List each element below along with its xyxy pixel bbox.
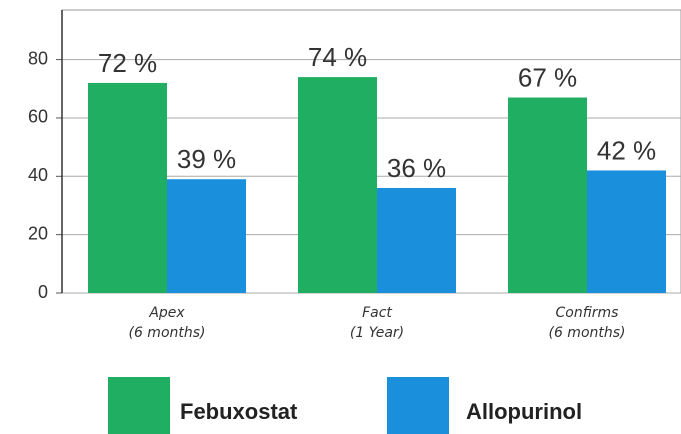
- value-label: 67 %: [518, 62, 577, 92]
- bar: [88, 82, 167, 293]
- legend-swatch: [108, 377, 170, 434]
- x-tick-line: (6 months): [128, 325, 205, 341]
- bar: [508, 97, 587, 293]
- value-label: 74 %: [308, 42, 367, 72]
- legend-swatch: [387, 377, 449, 434]
- bar: [587, 170, 666, 293]
- y-tick-label: 40: [28, 165, 48, 185]
- legend-label: Allopurinol: [466, 399, 582, 424]
- x-tick-line: Confirms: [556, 305, 619, 321]
- x-tick-label: Apex (6 months): [128, 305, 205, 341]
- bar: [167, 179, 246, 293]
- value-label: 39 %: [177, 144, 236, 174]
- x-tick-line: (1 Year): [350, 325, 404, 341]
- x-tick-label: Confirms (6 months): [548, 305, 625, 341]
- x-tick-label: Fact (1 Year): [350, 305, 404, 341]
- bar: [377, 187, 456, 293]
- value-label: 72 %: [98, 48, 157, 78]
- y-tick-label: 0: [38, 282, 48, 302]
- x-tick-line: Apex: [148, 305, 185, 321]
- legend-label: Febuxostat: [180, 399, 298, 424]
- x-tick-line: Fact: [362, 305, 392, 321]
- value-label: 36 %: [387, 153, 446, 183]
- x-tick-line: (6 months): [548, 325, 625, 341]
- y-tick-label: 20: [28, 223, 48, 243]
- bar: [298, 77, 377, 294]
- value-label: 42 %: [597, 135, 656, 165]
- y-tick-label: 80: [28, 48, 48, 68]
- y-tick-label: 60: [28, 107, 48, 127]
